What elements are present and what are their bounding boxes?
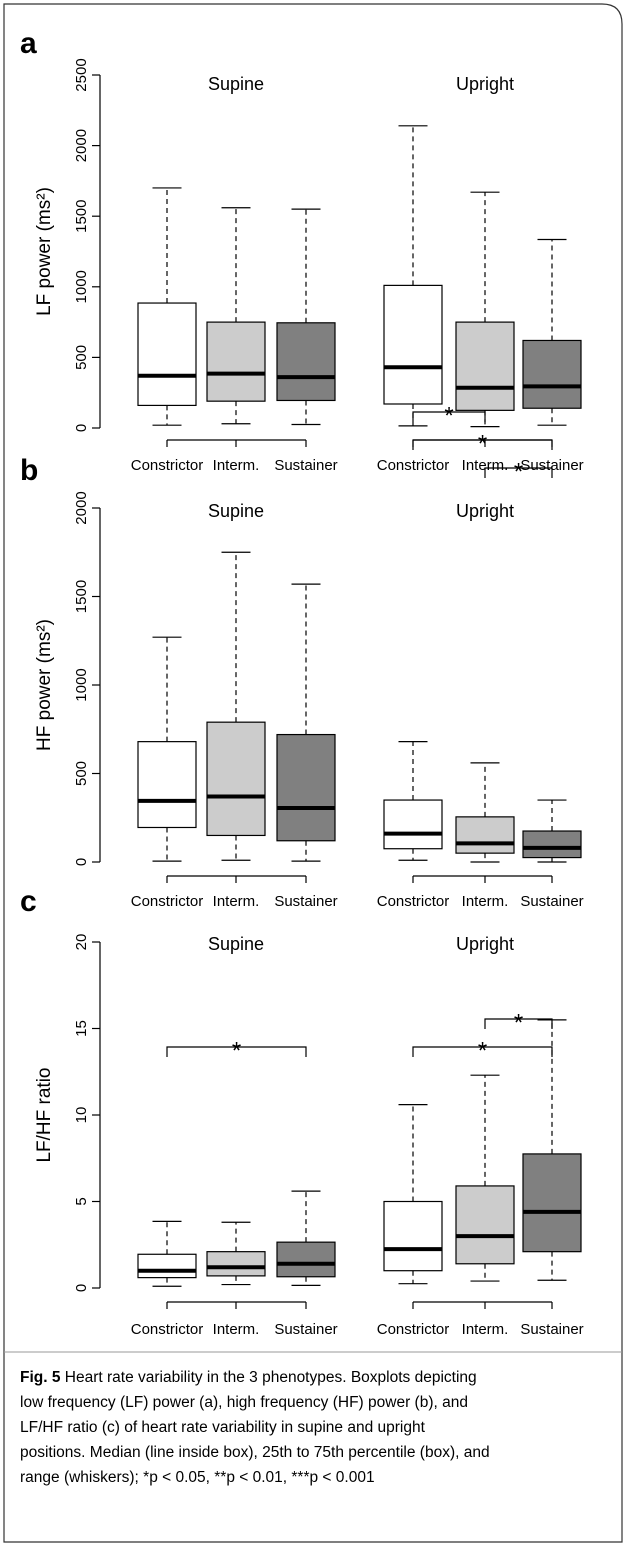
y-tick-label: 15 bbox=[73, 1020, 90, 1037]
category-label: Interm. bbox=[213, 893, 260, 910]
category-label: Sustainer bbox=[520, 1321, 583, 1338]
y-tick-label: 0 bbox=[73, 858, 90, 866]
caption-line: range (whiskers); *p < 0.05, **p < 0.01,… bbox=[20, 1469, 375, 1486]
y-tick-label: 2000 bbox=[73, 129, 90, 162]
caption-text: LF/HF ratio (c) of heart rate variabilit… bbox=[20, 1419, 426, 1436]
significance-label: * bbox=[514, 1009, 523, 1036]
category-label: Constrictor bbox=[131, 1321, 204, 1338]
group-title: Upright bbox=[456, 501, 514, 521]
significance-label: * bbox=[444, 402, 453, 429]
box bbox=[455, 1185, 515, 1265]
category-label: Constrictor bbox=[377, 457, 450, 474]
caption-text: range (whiskers); *p < 0.05, **p < 0.01,… bbox=[20, 1469, 375, 1486]
box bbox=[522, 339, 582, 409]
group-title: Supine bbox=[208, 934, 264, 954]
y-tick-label: 20 bbox=[73, 934, 90, 951]
box bbox=[137, 741, 197, 829]
significance-label: * bbox=[478, 1037, 487, 1064]
box bbox=[276, 1241, 336, 1278]
caption-text: Heart rate variability in the 3 phenotyp… bbox=[65, 1369, 477, 1386]
y-tick-label: 500 bbox=[73, 761, 90, 786]
box bbox=[383, 284, 443, 405]
significance-label: * bbox=[232, 1037, 241, 1064]
y-tick-label: 500 bbox=[73, 345, 90, 370]
y-axis-label: LF power (ms²) bbox=[34, 187, 55, 316]
category-label: Interm. bbox=[462, 1321, 509, 1338]
group-title: Upright bbox=[456, 74, 514, 94]
caption-line: Fig. 5 Heart rate variability in the 3 p… bbox=[20, 1369, 477, 1386]
box bbox=[522, 830, 582, 859]
caption-line: positions. Median (line inside box), 25t… bbox=[20, 1444, 490, 1461]
box bbox=[383, 799, 443, 850]
y-tick-label: 5 bbox=[73, 1197, 90, 1205]
box bbox=[522, 1153, 582, 1253]
category-label: Sustainer bbox=[520, 893, 583, 910]
category-label: Sustainer bbox=[274, 457, 337, 474]
group-title: Supine bbox=[208, 74, 264, 94]
box bbox=[276, 733, 336, 842]
significance-label: * bbox=[514, 458, 523, 485]
category-label: Interm. bbox=[213, 457, 260, 474]
box bbox=[206, 721, 266, 837]
category-label: Interm. bbox=[462, 893, 509, 910]
figure-border bbox=[3, 3, 623, 1543]
significance-bracket bbox=[412, 411, 486, 422]
caption-text: positions. Median (line inside box), 25t… bbox=[20, 1444, 490, 1461]
y-tick-label: 2000 bbox=[73, 491, 90, 524]
category-label: Constrictor bbox=[131, 893, 204, 910]
significance-bracket bbox=[412, 1046, 553, 1057]
panel-letter: a bbox=[20, 27, 37, 60]
y-tick-label: 0 bbox=[73, 424, 90, 432]
box bbox=[137, 302, 197, 407]
category-label: Interm. bbox=[462, 457, 509, 474]
category-label: Sustainer bbox=[274, 893, 337, 910]
panel-letter: c bbox=[20, 885, 37, 918]
box bbox=[276, 322, 336, 402]
category-label: Interm. bbox=[213, 1321, 260, 1338]
significance-bracket bbox=[484, 467, 553, 478]
caption-text: low frequency (LF) power (a), high frequ… bbox=[20, 1394, 468, 1411]
y-axis-label: HF power (ms²) bbox=[34, 619, 55, 751]
panel-letter: b bbox=[20, 454, 38, 487]
significance-bracket bbox=[484, 1018, 553, 1029]
y-axis-label: LF/HF ratio bbox=[34, 1067, 55, 1162]
category-label: Constrictor bbox=[131, 457, 204, 474]
caption-label: Fig. 5 bbox=[20, 1369, 61, 1386]
y-tick-label: 1000 bbox=[73, 668, 90, 701]
significance-label: * bbox=[478, 430, 487, 457]
y-tick-label: 0 bbox=[73, 1284, 90, 1292]
box bbox=[455, 816, 515, 854]
caption-line: LF/HF ratio (c) of heart rate variabilit… bbox=[20, 1419, 426, 1436]
category-label: Constrictor bbox=[377, 893, 450, 910]
y-tick-label: 10 bbox=[73, 1107, 90, 1124]
category-label: Sustainer bbox=[274, 1321, 337, 1338]
box bbox=[455, 321, 515, 411]
category-label: Constrictor bbox=[377, 1321, 450, 1338]
y-tick-label: 2500 bbox=[73, 58, 90, 91]
y-tick-label: 1500 bbox=[73, 580, 90, 613]
box bbox=[137, 1253, 197, 1279]
significance-bracket bbox=[166, 1046, 307, 1057]
box bbox=[206, 321, 266, 402]
group-title: Supine bbox=[208, 501, 264, 521]
box bbox=[383, 1200, 443, 1272]
caption-line: low frequency (LF) power (a), high frequ… bbox=[20, 1394, 468, 1411]
y-tick-label: 1500 bbox=[73, 200, 90, 233]
group-title: Upright bbox=[456, 934, 514, 954]
box bbox=[206, 1251, 266, 1277]
y-tick-label: 1000 bbox=[73, 270, 90, 303]
significance-bracket bbox=[412, 439, 553, 450]
category-label: Sustainer bbox=[520, 457, 583, 474]
